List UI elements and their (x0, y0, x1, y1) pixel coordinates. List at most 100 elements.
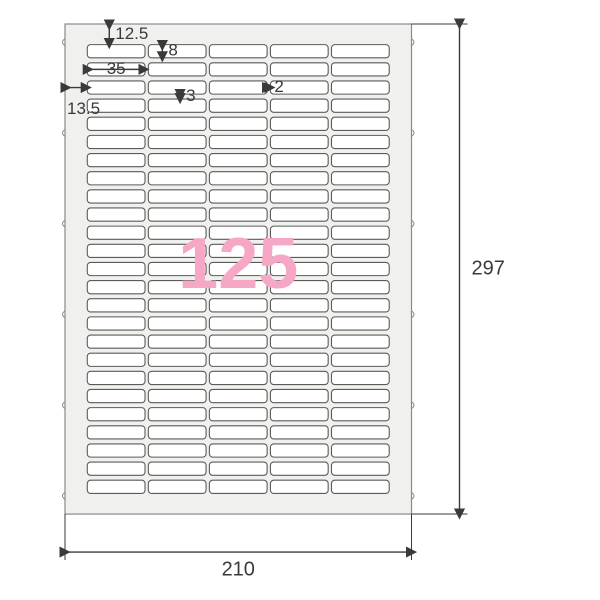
label-cell (331, 335, 389, 348)
label-cell (209, 371, 267, 384)
label-cell (331, 371, 389, 384)
label-cell (87, 371, 145, 384)
label-cell (270, 444, 328, 457)
label-cell (87, 244, 145, 257)
label-cell (148, 172, 206, 185)
label-cell (270, 335, 328, 348)
label-cell (148, 63, 206, 76)
label-cell (87, 317, 145, 330)
label-cell (331, 117, 389, 130)
label-cell (148, 99, 206, 112)
label-cell (331, 462, 389, 475)
label-cell (209, 317, 267, 330)
label-cell (270, 117, 328, 130)
label-cell (270, 99, 328, 112)
label-cell (148, 154, 206, 167)
label-cell (87, 172, 145, 185)
label-cell (87, 299, 145, 312)
label-cell (209, 63, 267, 76)
label-cell (87, 444, 145, 457)
dim-label-width: 35 (107, 59, 126, 78)
label-cell (87, 190, 145, 203)
label-cell (148, 444, 206, 457)
label-cell (270, 389, 328, 402)
label-cell (331, 45, 389, 58)
label-cell (87, 480, 145, 493)
label-cell (87, 81, 145, 94)
label-cell (331, 281, 389, 294)
label-cell (148, 408, 206, 421)
label-cell (209, 135, 267, 148)
label-cell (209, 408, 267, 421)
label-cell (148, 317, 206, 330)
label-cell (148, 190, 206, 203)
label-cell (148, 81, 206, 94)
label-cell (87, 45, 145, 58)
label-cell (270, 190, 328, 203)
label-cell (87, 262, 145, 275)
label-cell (331, 172, 389, 185)
label-cell (87, 426, 145, 439)
label-cell (331, 444, 389, 457)
label-cell (331, 262, 389, 275)
label-cell (270, 63, 328, 76)
label-cell (148, 117, 206, 130)
dim-label-height: 8 (168, 41, 177, 60)
label-cell (148, 426, 206, 439)
label-cell (209, 462, 267, 475)
label-cell (209, 190, 267, 203)
label-cell (209, 480, 267, 493)
label-cell (87, 135, 145, 148)
dim-width: 210 (222, 558, 255, 580)
label-cell (209, 208, 267, 221)
label-cell (331, 63, 389, 76)
label-cell (270, 408, 328, 421)
label-cell (331, 426, 389, 439)
label-cell (209, 353, 267, 366)
label-cell (87, 408, 145, 421)
label-cell (331, 480, 389, 493)
label-cell (270, 480, 328, 493)
label-cell (209, 389, 267, 402)
label-cell (87, 226, 145, 239)
label-cell (209, 335, 267, 348)
label-cell (331, 135, 389, 148)
label-cell (270, 371, 328, 384)
label-cell (209, 45, 267, 58)
label-cell (87, 281, 145, 294)
label-cell (209, 99, 267, 112)
label-cell (331, 299, 389, 312)
label-cell (148, 135, 206, 148)
dim-row-gap: 3 (186, 86, 195, 105)
label-cell (270, 462, 328, 475)
label-cell (148, 335, 206, 348)
label-cell (87, 462, 145, 475)
label-cell (331, 408, 389, 421)
label-cell (148, 480, 206, 493)
label-cell (331, 208, 389, 221)
label-cell (209, 154, 267, 167)
label-cell (270, 317, 328, 330)
label-cell (148, 389, 206, 402)
label-cell (148, 462, 206, 475)
label-cell (209, 81, 267, 94)
dim-col-gap: 2 (274, 77, 283, 96)
label-cell (209, 117, 267, 130)
label-cell (87, 335, 145, 348)
dim-height: 297 (472, 257, 505, 279)
label-cell (331, 154, 389, 167)
label-cell (87, 389, 145, 402)
label-cell (87, 353, 145, 366)
label-cell (209, 172, 267, 185)
label-cell (87, 154, 145, 167)
label-cell (331, 81, 389, 94)
label-cell (209, 426, 267, 439)
label-cell (270, 426, 328, 439)
label-cell (270, 208, 328, 221)
label-cell (209, 444, 267, 457)
label-cell (270, 154, 328, 167)
diagram-stage: 12521029712.513.535823 (0, 0, 600, 600)
label-cell (270, 45, 328, 58)
label-cell (331, 353, 389, 366)
label-count: 125 (178, 224, 298, 304)
